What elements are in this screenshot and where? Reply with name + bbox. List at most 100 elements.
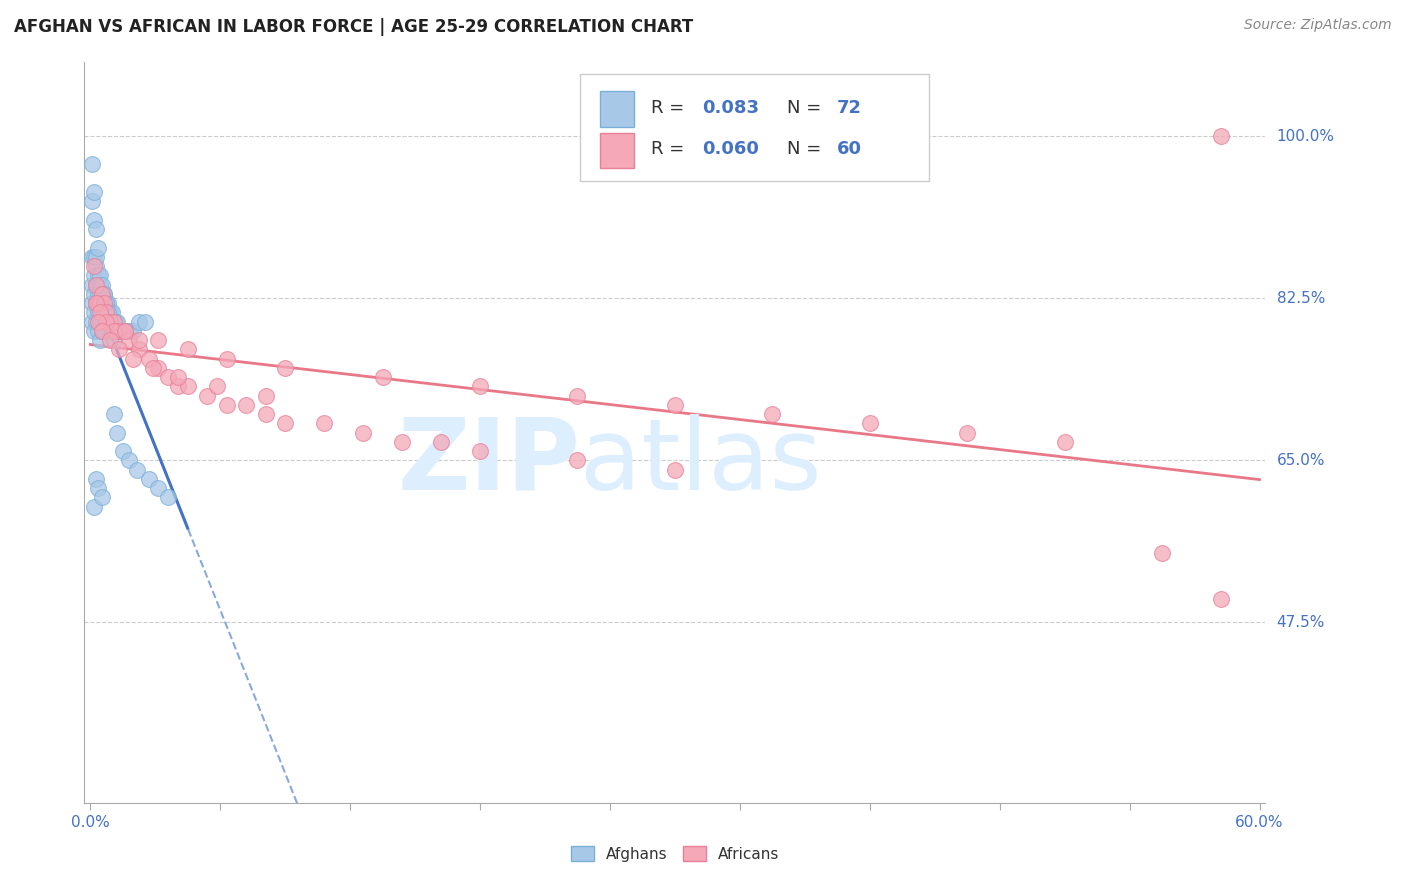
Point — [83, 212, 105, 227]
Text: 0.083: 0.083 — [702, 99, 759, 118]
Point — [103, 315, 125, 329]
Point — [103, 324, 125, 338]
Text: 60: 60 — [837, 140, 862, 158]
Point — [430, 434, 453, 449]
FancyBboxPatch shape — [581, 73, 929, 181]
Point — [87, 315, 110, 329]
Point — [107, 425, 129, 440]
Point — [1152, 546, 1174, 560]
Point — [148, 360, 170, 375]
Text: N =: N = — [787, 140, 827, 158]
Point — [90, 324, 112, 338]
Point — [82, 315, 104, 329]
Point — [956, 425, 979, 440]
Point — [134, 315, 156, 329]
Point — [89, 296, 111, 310]
Point — [371, 370, 394, 384]
Point — [97, 315, 120, 329]
Point — [128, 343, 150, 357]
Point — [148, 481, 170, 495]
Point — [215, 398, 238, 412]
Text: N =: N = — [787, 99, 827, 118]
Point — [235, 398, 257, 412]
Point — [94, 315, 117, 329]
Point — [112, 444, 135, 458]
Point — [82, 194, 104, 209]
Point — [90, 286, 112, 301]
Text: AFGHAN VS AFRICAN IN LABOR FORCE | AGE 25-29 CORRELATION CHART: AFGHAN VS AFRICAN IN LABOR FORCE | AGE 2… — [14, 18, 693, 36]
Point — [110, 324, 132, 338]
Point — [84, 277, 107, 292]
Point — [1209, 592, 1232, 607]
Point — [84, 259, 107, 273]
Point — [138, 351, 160, 366]
Point — [118, 324, 141, 338]
Point — [90, 324, 112, 338]
Point — [114, 324, 136, 338]
Point — [107, 315, 129, 329]
Point — [83, 305, 105, 319]
Point — [87, 305, 110, 319]
Point — [108, 324, 131, 338]
Point — [103, 333, 125, 347]
Point — [142, 360, 165, 375]
Point — [128, 333, 150, 347]
Point — [215, 351, 238, 366]
Point — [84, 250, 107, 264]
Point — [87, 481, 110, 495]
Point — [167, 379, 190, 393]
Point — [128, 315, 150, 329]
FancyBboxPatch shape — [600, 91, 634, 127]
Text: 82.5%: 82.5% — [1277, 291, 1324, 306]
Point — [89, 305, 111, 319]
Point — [97, 296, 120, 310]
Point — [89, 286, 111, 301]
Point — [94, 296, 117, 310]
Point — [108, 324, 131, 338]
Point — [89, 315, 111, 329]
Point — [83, 185, 105, 199]
Point — [100, 305, 122, 319]
Point — [118, 333, 141, 347]
Point — [94, 305, 117, 319]
Point — [94, 296, 117, 310]
Point — [391, 434, 413, 449]
Point — [98, 324, 121, 338]
Point — [84, 472, 107, 486]
Point — [148, 333, 170, 347]
Text: 47.5%: 47.5% — [1277, 615, 1324, 630]
Point — [89, 333, 111, 347]
Point — [118, 453, 141, 467]
Point — [567, 389, 589, 403]
Text: 72: 72 — [837, 99, 862, 118]
Point — [254, 389, 277, 403]
Point — [82, 250, 104, 264]
Text: 100.0%: 100.0% — [1277, 129, 1334, 144]
Point — [93, 286, 115, 301]
Point — [83, 286, 105, 301]
Point — [114, 324, 136, 338]
Point — [87, 240, 110, 255]
Point — [312, 417, 335, 431]
Point — [83, 259, 105, 273]
Point — [87, 286, 110, 301]
Point — [89, 296, 111, 310]
Point — [87, 296, 110, 310]
Point — [90, 305, 112, 319]
Point — [254, 407, 277, 421]
Point — [83, 250, 105, 264]
Text: Source: ZipAtlas.com: Source: ZipAtlas.com — [1244, 18, 1392, 32]
Point — [97, 305, 120, 319]
Point — [167, 370, 190, 384]
Text: atlas: atlas — [581, 414, 823, 511]
Point — [274, 360, 297, 375]
Point — [176, 343, 198, 357]
Point — [89, 268, 111, 283]
Point — [90, 277, 112, 292]
Point — [664, 462, 686, 476]
Point — [664, 398, 686, 412]
Point — [93, 324, 115, 338]
Point — [84, 296, 107, 310]
Point — [93, 286, 115, 301]
Point — [98, 315, 121, 329]
